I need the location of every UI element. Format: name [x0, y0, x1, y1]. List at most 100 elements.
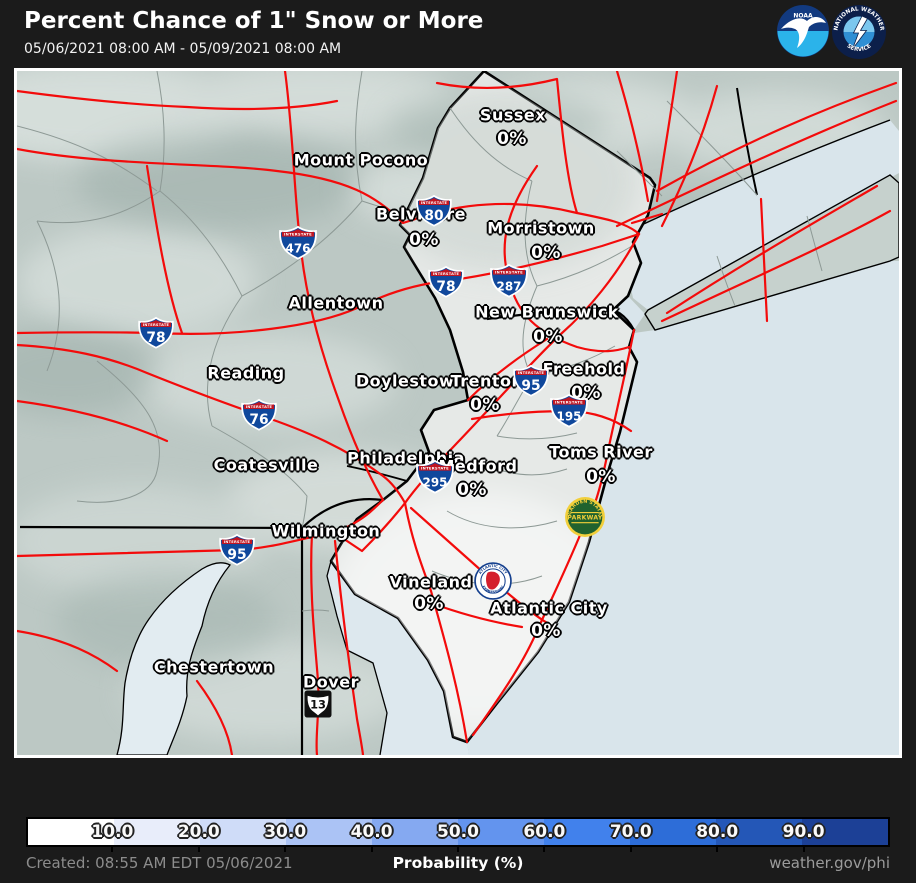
city-label: Vineland [389, 572, 473, 592]
colorbar-segment [114, 819, 200, 845]
colorbar-segment [286, 819, 372, 845]
interstate-476-shield-icon: INTERSTATE 476 [275, 226, 321, 260]
colorbar-tick [543, 845, 546, 852]
long-island [644, 174, 899, 331]
city-label: Medford [438, 456, 518, 476]
svg-text:80: 80 [424, 208, 443, 224]
us-route-13-shield-icon: 13 [304, 690, 332, 718]
city-label: Sussex [479, 105, 547, 125]
colorbar-segment [200, 819, 286, 845]
svg-text:195: 195 [557, 410, 582, 424]
city-label: Coatesville [213, 455, 319, 475]
svg-text:78: 78 [436, 279, 455, 295]
water [116, 120, 899, 755]
probability-value: 0% [470, 395, 500, 415]
colorbar-tick-label: 50.0 [437, 822, 479, 842]
svg-text:INTERSTATE: INTERSTATE [284, 233, 312, 237]
city-label: Trenton [450, 371, 524, 391]
colorbar-tick [284, 845, 287, 852]
city-label: Mount Pocono [293, 150, 429, 170]
ct-coastline [619, 119, 891, 236]
colorbar-tick-label: 70.0 [609, 822, 652, 842]
city-label: Morristown [487, 218, 595, 238]
svg-text:95: 95 [521, 378, 540, 394]
noaa-logo-text: NOAA [793, 13, 813, 20]
interstate-95-shield-icon: INTERSTATE 95 [218, 533, 256, 567]
colorbar-segment [28, 819, 114, 845]
svg-text:INTERSTATE: INTERSTATE [495, 271, 523, 275]
colorbar-tick-label: 30.0 [264, 822, 307, 842]
svg-text:295: 295 [423, 476, 448, 490]
colorbar-tick [197, 845, 200, 852]
colorbar-segment [630, 819, 716, 845]
garden-state-parkway-shield-icon: GARDEN STATE PARKWAY [564, 496, 606, 538]
noaa-logo-icon: NOAA [777, 5, 829, 57]
site-credit: weather.gov/phi [769, 854, 890, 872]
colorbar-segment [716, 819, 802, 845]
state-borders [19, 87, 758, 755]
legend-title: Probability (%) [392, 854, 524, 872]
interstate-287-shield-icon: INTERSTATE 287 [486, 264, 532, 298]
county-lines [17, 71, 823, 612]
svg-text:INTERSTATE: INTERSTATE [143, 323, 170, 327]
probability-value: 0% [571, 383, 601, 403]
city-label: Reading [207, 363, 285, 383]
svg-text:INTERSTATE: INTERSTATE [555, 401, 583, 405]
interstate-78-shield-icon: INTERSTATE 78 [137, 316, 175, 350]
nws-logo-icon: NATIONAL WEATHER SERVICE [832, 5, 886, 59]
city-label: Freehold [542, 359, 626, 379]
svg-text:95: 95 [227, 547, 246, 563]
de-coastline [326, 560, 388, 755]
svg-text:76: 76 [249, 412, 268, 428]
interstate-78-shield-icon: INTERSTATE 78 [427, 265, 465, 299]
interstate-80-shield-icon: INTERSTATE 80 [415, 194, 453, 228]
probability-value: 0% [414, 594, 444, 614]
atlantic-city-expressway-shield-icon: ATLANTIC CITY EXPRESSWAY [474, 562, 512, 600]
probability-value: 0% [533, 327, 563, 347]
city-label: Atlantic City [490, 598, 608, 618]
city-label: Doylestown [355, 371, 467, 391]
probability-value: 0% [409, 230, 439, 250]
probability-value: 0% [497, 129, 527, 149]
svg-text:INTERSTATE: INTERSTATE [433, 272, 460, 276]
svg-text:SERVICE: SERVICE [846, 43, 873, 53]
page-title: Percent Chance of 1" Snow or More [24, 8, 484, 34]
basemap [17, 71, 899, 755]
colorbar-tick-label: 40.0 [350, 822, 393, 842]
colorbar-tick [111, 845, 114, 852]
valid-period: 05/06/2021 08:00 AM - 05/09/2021 08:00 A… [24, 41, 342, 57]
svg-text:INTERSTATE: INTERSTATE [518, 371, 545, 375]
svg-text:78: 78 [146, 330, 165, 346]
colorbar-tick [802, 845, 805, 852]
colorbar-tick [370, 845, 373, 852]
interstate-195-shield-icon: INTERSTATE 195 [546, 394, 592, 428]
svg-text:INTERSTATE: INTERSTATE [421, 467, 449, 471]
colorbar-tick [716, 845, 719, 852]
city-label: New Brunswick [475, 302, 619, 322]
interstate-95-shield-icon: INTERSTATE 95 [512, 364, 550, 398]
svg-text:287: 287 [497, 280, 522, 294]
colorbar-segment [458, 819, 544, 845]
probability-value: 0% [531, 243, 561, 263]
city-label: Allentown [288, 293, 384, 313]
colorbar-tick-label: 10.0 [91, 822, 134, 842]
city-label: Toms River [549, 442, 653, 462]
colorbar-segment [802, 819, 888, 845]
svg-text:INTERSTATE: INTERSTATE [224, 540, 251, 544]
interstate-295-shield-icon: INTERSTATE 295 [412, 460, 458, 494]
probability-value: 0% [586, 467, 616, 487]
city-label: Chestertown [153, 657, 275, 677]
colorbar-tick [457, 845, 459, 852]
svg-text:476: 476 [286, 242, 311, 256]
colorbar-tick [629, 845, 632, 852]
colorbar-segment [372, 819, 458, 845]
interstate-76-shield-icon: INTERSTATE 76 [240, 398, 278, 432]
colorbar-segment [544, 819, 630, 845]
city-label: Wilmington [271, 521, 381, 541]
svg-text:INTERSTATE: INTERSTATE [421, 201, 448, 205]
svg-text:INTERSTATE: INTERSTATE [246, 405, 273, 409]
colorbar-tick-label: 80.0 [696, 822, 739, 842]
probability-value: 0% [531, 621, 561, 641]
